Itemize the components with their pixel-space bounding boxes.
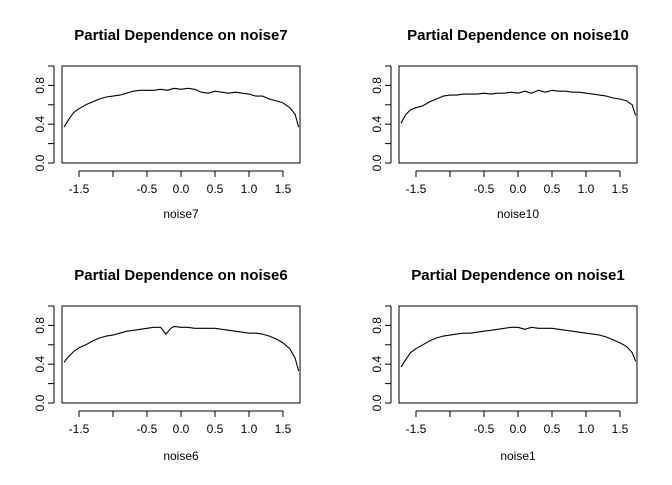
x-tick-label: 1.5 xyxy=(612,422,629,436)
x-axis-label: noise7 xyxy=(163,207,199,221)
pd-series-line xyxy=(400,326,637,368)
x-tick-label: 1.0 xyxy=(578,422,595,436)
x-tick-label: 0.5 xyxy=(544,182,561,196)
plot-frame xyxy=(398,305,638,404)
y-tick-label: 0.0 xyxy=(33,394,47,411)
plot-frame xyxy=(61,65,301,164)
x-tick-label: 1.5 xyxy=(275,182,292,196)
x-tick-label: 0.0 xyxy=(510,422,527,436)
y-tick-label: 0.8 xyxy=(370,77,384,94)
x-tick-label: -0.5 xyxy=(474,182,495,196)
x-axis-label: noise1 xyxy=(500,449,536,463)
x-tick-label: -1.5 xyxy=(69,182,90,196)
x-tick-label: 1.0 xyxy=(241,422,258,436)
x-axis-label: noise6 xyxy=(163,449,199,463)
x-tick-label: 0.0 xyxy=(173,182,190,196)
y-tick-label: 0.0 xyxy=(33,154,47,171)
chart-panel-4: Partial Dependence on noise1 -1.5 -0.5 0.0 0… xyxy=(370,267,638,463)
y-tick-label: 0.8 xyxy=(33,77,47,94)
y-tick-label: 0.8 xyxy=(370,317,384,334)
x-tick-label: 0.5 xyxy=(207,182,224,196)
y-tick-label: 0.0 xyxy=(370,154,384,171)
chart-title: Partial Dependence on noise7 xyxy=(74,27,287,44)
pd-series-line xyxy=(63,325,300,372)
x-tick-label: 0.0 xyxy=(173,422,190,436)
y-tick-label: 0.4 xyxy=(33,356,47,373)
chart-title: Partial Dependence on noise10 xyxy=(407,27,629,44)
y-tick-label: 0.4 xyxy=(370,356,384,373)
x-tick-label: -1.5 xyxy=(406,422,427,436)
y-tick-label: 0.4 xyxy=(33,116,47,133)
x-tick-label: 1.5 xyxy=(275,422,292,436)
chart-panel-3: Partial Dependence on noise6 -1.5 -0.5 0.0 0… xyxy=(33,267,301,463)
chart-panel-1: Partial Dependence on noise7 -1.5 -0.5 0.0 0… xyxy=(33,27,301,221)
chart-panel-2: Partial Dependence on noise10 -1.5 -0.5 0.0… xyxy=(370,27,638,221)
x-tick-label: -1.5 xyxy=(406,182,427,196)
plot-frame xyxy=(61,305,301,404)
x-tick-label: -0.5 xyxy=(137,422,158,436)
x-tick-label: -1.5 xyxy=(69,422,90,436)
chart-title: Partial Dependence on noise6 xyxy=(74,267,287,284)
y-tick-label: 0.0 xyxy=(370,394,384,411)
x-tick-label: -0.5 xyxy=(474,422,495,436)
pd-series-line xyxy=(400,89,637,124)
x-axis-label: noise10 xyxy=(497,207,539,221)
y-tick-label: 0.4 xyxy=(370,116,384,133)
x-tick-label: 1.0 xyxy=(578,182,595,196)
chart-title: Partial Dependence on noise1 xyxy=(411,267,624,284)
x-tick-label: 0.5 xyxy=(544,422,561,436)
pd-series-line xyxy=(63,87,300,128)
plot-frame xyxy=(398,65,638,164)
x-tick-label: 1.5 xyxy=(612,182,629,196)
y-tick-label: 0.8 xyxy=(33,317,47,334)
x-tick-label: 0.5 xyxy=(207,422,224,436)
x-tick-label: 1.0 xyxy=(241,182,258,196)
x-tick-label: 0.0 xyxy=(510,182,527,196)
x-tick-label: -0.5 xyxy=(137,182,158,196)
